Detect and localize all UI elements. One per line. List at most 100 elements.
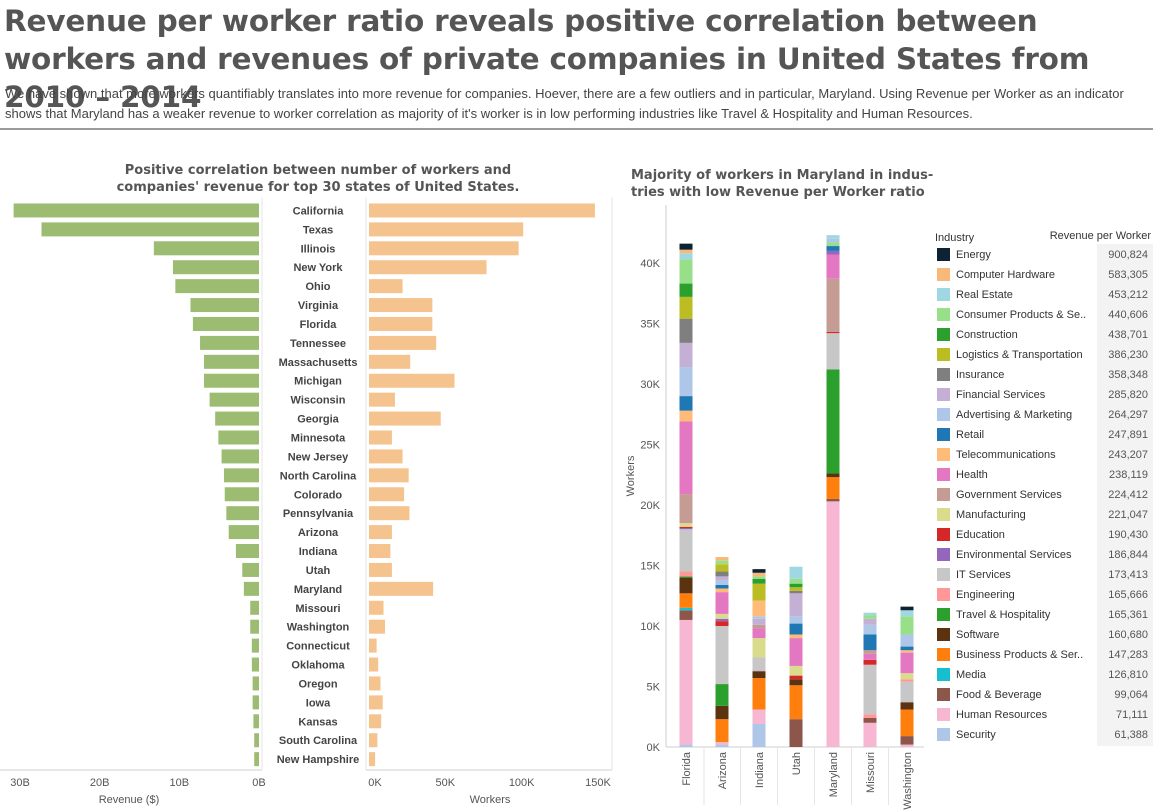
revenue-bar-virginia — [190, 298, 259, 313]
workers-bar-maryland — [369, 581, 434, 596]
legend-swatch-insurance — [937, 368, 950, 381]
stack-segment-florida-insurance — [679, 318, 693, 343]
stacked-y-tick-30000: 30K — [640, 379, 660, 391]
stack-segment-arizona-financial-services — [715, 576, 729, 581]
legend-value-government-services: 224,412 — [1108, 489, 1148, 501]
state-label-new-hampshire: New Hampshire — [277, 754, 360, 766]
workers-tick-50000: 50K — [436, 777, 456, 789]
stack-segment-maryland-food-beverage — [826, 498, 840, 502]
stack-segment-arizona-computer-hardware — [715, 557, 729, 561]
legend-value-travel-hospitality: 165,361 — [1108, 609, 1148, 621]
workers-bar-connecticut — [369, 638, 377, 653]
state-label-washington: Washington — [287, 622, 350, 634]
legend-swatch-media — [937, 668, 950, 681]
legend-swatch-government-services — [937, 488, 950, 501]
state-label-florida: Florida — [300, 319, 338, 331]
stack-segment-washington-human-resources — [900, 744, 914, 747]
legend-value-environmental-services: 186,844 — [1108, 549, 1148, 561]
stack-segment-missouri-financial-services — [863, 618, 877, 625]
workers-bar-florida — [369, 316, 433, 331]
legend-name-environmental-services: Environmental Services — [956, 549, 1072, 561]
revenue-bar-new-hampshire — [254, 752, 259, 767]
state-label-new-york: New York — [293, 262, 343, 274]
stack-segment-maryland-software — [826, 473, 840, 478]
stack-segment-indiana-food-beverage — [752, 670, 766, 672]
legend-swatch-it-services — [937, 568, 950, 581]
revenue-bar-california — [13, 203, 260, 218]
legend-name-computer-hardware: Computer Hardware — [956, 269, 1055, 281]
stack-segment-utah-financial-services — [789, 593, 803, 617]
revenue-bar-arizona — [228, 525, 259, 540]
stack-segment-utah-logistics-transportation — [789, 587, 803, 591]
stack-segment-utah-manufacturing — [789, 665, 803, 676]
legend-name-government-services: Government Services — [956, 489, 1062, 501]
revenue-bar-tennessee — [200, 335, 259, 350]
legend-swatch-construction — [937, 328, 950, 341]
legend-value-insurance: 358,348 — [1108, 369, 1148, 381]
legend-value-header: Revenue per Worker — [1050, 230, 1152, 242]
legend-name-software: Software — [956, 629, 999, 641]
industry-legend: Industry Revenue per Worker Energy 900,82… — [935, 230, 1153, 746]
state-label-indiana: Indiana — [299, 546, 338, 558]
stack-segment-arizona-logistics-transportation — [715, 564, 729, 572]
stacked-y-tick-10000: 10K — [640, 621, 660, 633]
state-label-north-carolina: North Carolina — [280, 470, 357, 482]
legend-name-business-products-ser: Business Products & Ser.. — [956, 649, 1083, 661]
stack-segment-indiana-advertising-marketing — [752, 616, 766, 619]
stack-segment-indiana-telecommunications — [752, 600, 766, 617]
left-chart-title-line-2: companies' revenue for top 30 states of … — [117, 180, 520, 195]
revenue-tick-20: 20B — [90, 777, 110, 789]
legend-swatch-real-estate — [937, 288, 950, 301]
stack-segment-indiana-software — [752, 671, 766, 679]
state-label-pennsylvania: Pennsylvania — [283, 508, 354, 520]
left-chart-title-line-1: Positive correlation between number of w… — [125, 163, 512, 178]
state-label-texas: Texas — [303, 224, 333, 236]
stack-segment-florida-software — [679, 577, 693, 594]
state-label-virginia: Virginia — [298, 300, 339, 312]
stack-segment-utah-software — [789, 679, 803, 686]
revenue-tick-0: 0B — [252, 777, 265, 789]
stack-segment-missouri-government-services — [863, 650, 877, 654]
revenue-bar-missouri — [250, 600, 259, 615]
legend-swatch-manufacturing — [937, 508, 950, 521]
workers-bar-new-hampshire — [369, 752, 376, 767]
legend-swatch-environmental-services — [937, 548, 950, 561]
stacked-x-label-washington: Washington — [902, 752, 914, 810]
stack-segment-indiana-consumer-products-se — [752, 576, 766, 579]
legend-name-human-resources: Human Resources — [956, 709, 1048, 721]
page-subtitle: We have shown that more workers quantifi… — [5, 86, 1124, 121]
workers-bar-ohio — [369, 279, 403, 294]
stack-segment-maryland-real-estate — [826, 235, 840, 239]
workers-bar-michigan — [369, 373, 455, 388]
legend-name-security: Security — [956, 729, 996, 741]
revenue-bar-north-carolina — [223, 468, 259, 483]
legend-name-engineering: Engineering — [956, 589, 1015, 601]
stacked-y-tick-0: 0K — [647, 742, 661, 754]
workers-bar-washington — [369, 619, 386, 634]
stack-segment-maryland-retail — [826, 246, 840, 251]
revenue-bar-colorado — [224, 487, 259, 502]
stack-segment-florida-security — [679, 744, 693, 747]
stack-segment-maryland-health — [826, 254, 840, 279]
legend-swatch-travel-hospitality — [937, 608, 950, 621]
workers-bar-minnesota — [369, 430, 392, 445]
stack-segment-maryland-environmental-services — [826, 250, 840, 255]
stack-segment-indiana-human-resources — [752, 709, 766, 725]
legend-value-column-bg — [1097, 244, 1153, 746]
stack-segment-florida-business-products-ser — [679, 593, 693, 608]
legend-value-computer-hardware: 583,305 — [1108, 269, 1148, 281]
workers-bar-georgia — [369, 411, 441, 426]
stack-segment-washington-advertising-marketing — [900, 634, 914, 647]
stack-segment-indiana-logistics-transportation — [752, 583, 766, 601]
stack-segment-missouri-engineering — [863, 714, 877, 718]
legend-swatch-security — [937, 728, 950, 741]
stack-segment-utah-retail — [789, 623, 803, 635]
stack-segment-arizona-software — [715, 705, 729, 720]
stack-segment-florida-consumer-products-se — [679, 259, 693, 284]
stack-segment-florida-it-services — [679, 529, 693, 572]
workers-bar-north-carolina — [369, 468, 409, 483]
legend-value-retail: 247,891 — [1108, 429, 1148, 441]
stack-segment-washington-real-estate — [900, 610, 914, 617]
state-label-missouri: Missouri — [295, 603, 340, 615]
